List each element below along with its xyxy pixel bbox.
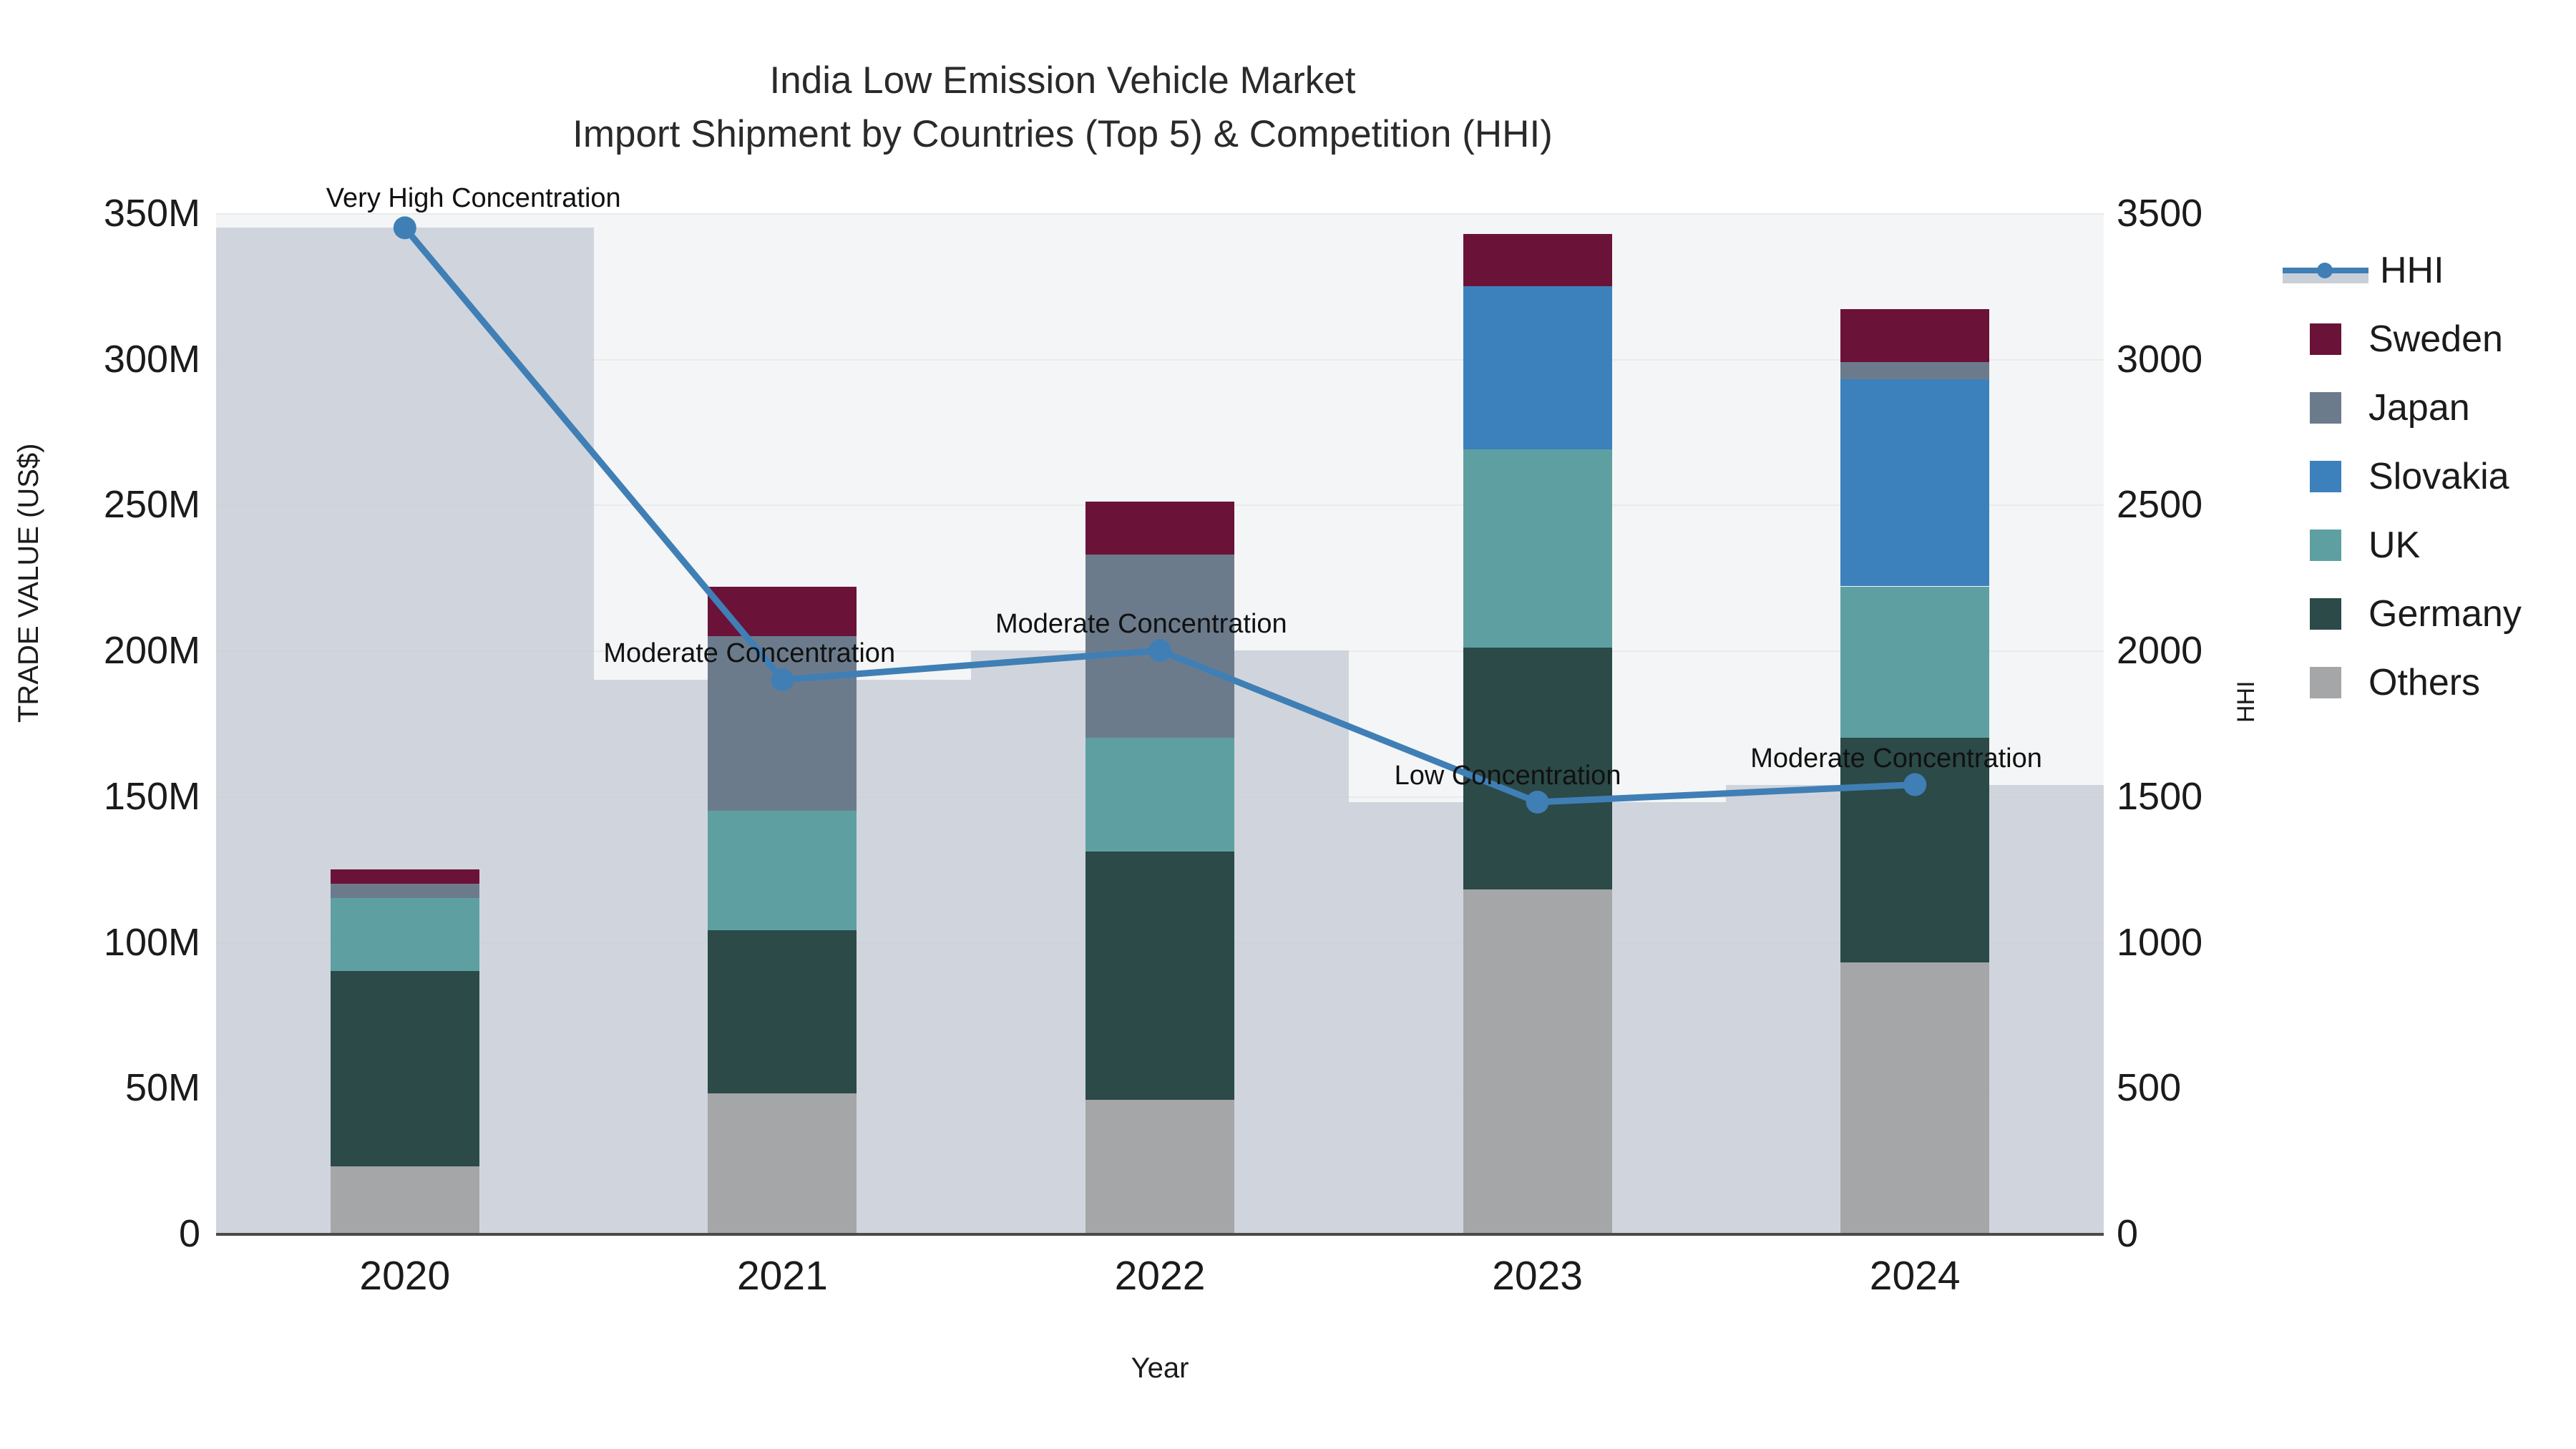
y-right-tick-0: 0: [2117, 1212, 2139, 1255]
bar-segment-germany-2021[interactable]: [708, 930, 857, 1094]
legend-item-others[interactable]: Others: [2283, 648, 2522, 717]
legend-swatch-germany: [2310, 598, 2341, 630]
bar-segment-others-2020[interactable]: [330, 1166, 479, 1234]
title-line-2: Import Shipment by Countries (Top 5) & C…: [572, 113, 1553, 156]
bar-segment-slovakia-2024[interactable]: [1840, 379, 1990, 587]
bar-segment-uk-2022[interactable]: [1085, 738, 1234, 852]
annotation-2024: Moderate Concentration: [1750, 743, 2042, 774]
legend-item-japan[interactable]: Japan: [2283, 374, 2522, 442]
bar-segment-others-2021[interactable]: [708, 1093, 857, 1234]
legend-label-slovakia: Slovakia: [2368, 456, 2509, 497]
y-left-tick-150M: 150M: [103, 774, 200, 818]
x-tick-2022: 2022: [1114, 1253, 1206, 1299]
legend-swatch-japan: [2310, 392, 2341, 424]
x-tick-2024: 2024: [1869, 1253, 1961, 1299]
legend-label-sweden: Sweden: [2368, 318, 2503, 360]
y-left-tick-0: 0: [178, 1212, 200, 1255]
y-right-tick-1500: 1500: [2117, 774, 2203, 818]
y-axis-right-title: HHI: [2233, 680, 2260, 723]
legend-label-japan: Japan: [2368, 387, 2470, 429]
gridline: [216, 213, 2104, 215]
bar-segment-japan-2022[interactable]: [1085, 554, 1234, 738]
legend-swatch-slovakia: [2310, 461, 2341, 492]
y-left-tick-50M: 50M: [125, 1066, 200, 1110]
x-axis-title: Year: [1131, 1352, 1189, 1384]
legend-label-hhi: HHI: [2380, 250, 2444, 291]
y-left-tick-250M: 250M: [103, 483, 200, 527]
x-tick-2021: 2021: [736, 1253, 828, 1299]
bar-segment-uk-2021[interactable]: [708, 811, 857, 931]
legend-swatch-others: [2310, 667, 2341, 698]
annotation-2023: Low Concentration: [1394, 761, 1621, 791]
chart-title: India Low Emission Vehicle Market Import…: [0, 54, 2125, 162]
bar-segment-slovakia-2023[interactable]: [1463, 286, 1612, 449]
y-right-tick-3500: 3500: [2117, 192, 2203, 235]
legend-item-uk[interactable]: UK: [2283, 511, 2522, 580]
y-right-tick-500: 500: [2117, 1066, 2182, 1110]
y-right-tick-2000: 2000: [2117, 629, 2203, 673]
bar-segment-uk-2024[interactable]: [1840, 586, 1990, 738]
x-tick-2023: 2023: [1492, 1253, 1583, 1299]
legend-swatch-sweden: [2310, 323, 2341, 355]
bar-segment-sweden-2020[interactable]: [330, 869, 479, 884]
legend-label-uk: UK: [2368, 525, 2421, 566]
plot-area: [216, 213, 2104, 1235]
legend-label-germany: Germany: [2368, 593, 2522, 635]
y-right-tick-3000: 3000: [2117, 337, 2203, 381]
bar-segment-others-2023[interactable]: [1463, 889, 1612, 1234]
bar-segment-others-2024[interactable]: [1840, 962, 1990, 1234]
bar-segment-sweden-2022[interactable]: [1085, 502, 1234, 555]
chart-legend: HHI Sweden Japan Slovakia UK Germany Others: [2283, 236, 2522, 717]
bar-segment-japan-2024[interactable]: [1840, 361, 1990, 380]
title-line-1: India Low Emission Vehicle Market: [769, 59, 1356, 102]
y-axis-left-title: TRADE VALUE (US$): [13, 443, 44, 723]
bar-segment-uk-2023[interactable]: [1463, 449, 1612, 648]
annotation-2022: Moderate Concentration: [995, 609, 1287, 640]
x-axis-line: [216, 1233, 2104, 1236]
legend-label-others: Others: [2368, 662, 2481, 703]
bar-segment-sweden-2024[interactable]: [1840, 309, 1990, 362]
y-left-tick-350M: 350M: [103, 192, 200, 235]
annotation-2021: Moderate Concentration: [603, 638, 896, 668]
y-right-tick-2500: 2500: [2117, 483, 2203, 527]
x-tick-2020: 2020: [359, 1253, 451, 1299]
legend-line-icon: [2283, 255, 2368, 286]
bar-segment-sweden-2023[interactable]: [1463, 233, 1612, 286]
bar-segment-japan-2020[interactable]: [330, 884, 479, 899]
bar-segment-others-2022[interactable]: [1085, 1099, 1234, 1234]
legend-item-sweden[interactable]: Sweden: [2283, 305, 2522, 374]
legend-item-slovakia[interactable]: Slovakia: [2283, 442, 2522, 511]
legend-item-hhi[interactable]: HHI: [2283, 236, 2522, 305]
bar-segment-sweden-2021[interactable]: [708, 586, 857, 636]
y-right-tick-1000: 1000: [2117, 920, 2203, 964]
y-left-tick-200M: 200M: [103, 629, 200, 673]
y-left-tick-300M: 300M: [103, 337, 200, 381]
y-left-tick-100M: 100M: [103, 920, 200, 964]
bar-segment-germany-2020[interactable]: [330, 971, 479, 1167]
legend-item-germany[interactable]: Germany: [2283, 580, 2522, 648]
annotation-2020: Very High Concentration: [326, 183, 621, 214]
bar-segment-uk-2020[interactable]: [330, 898, 479, 972]
bar-segment-germany-2022[interactable]: [1085, 852, 1234, 1100]
legend-swatch-uk: [2310, 530, 2341, 561]
